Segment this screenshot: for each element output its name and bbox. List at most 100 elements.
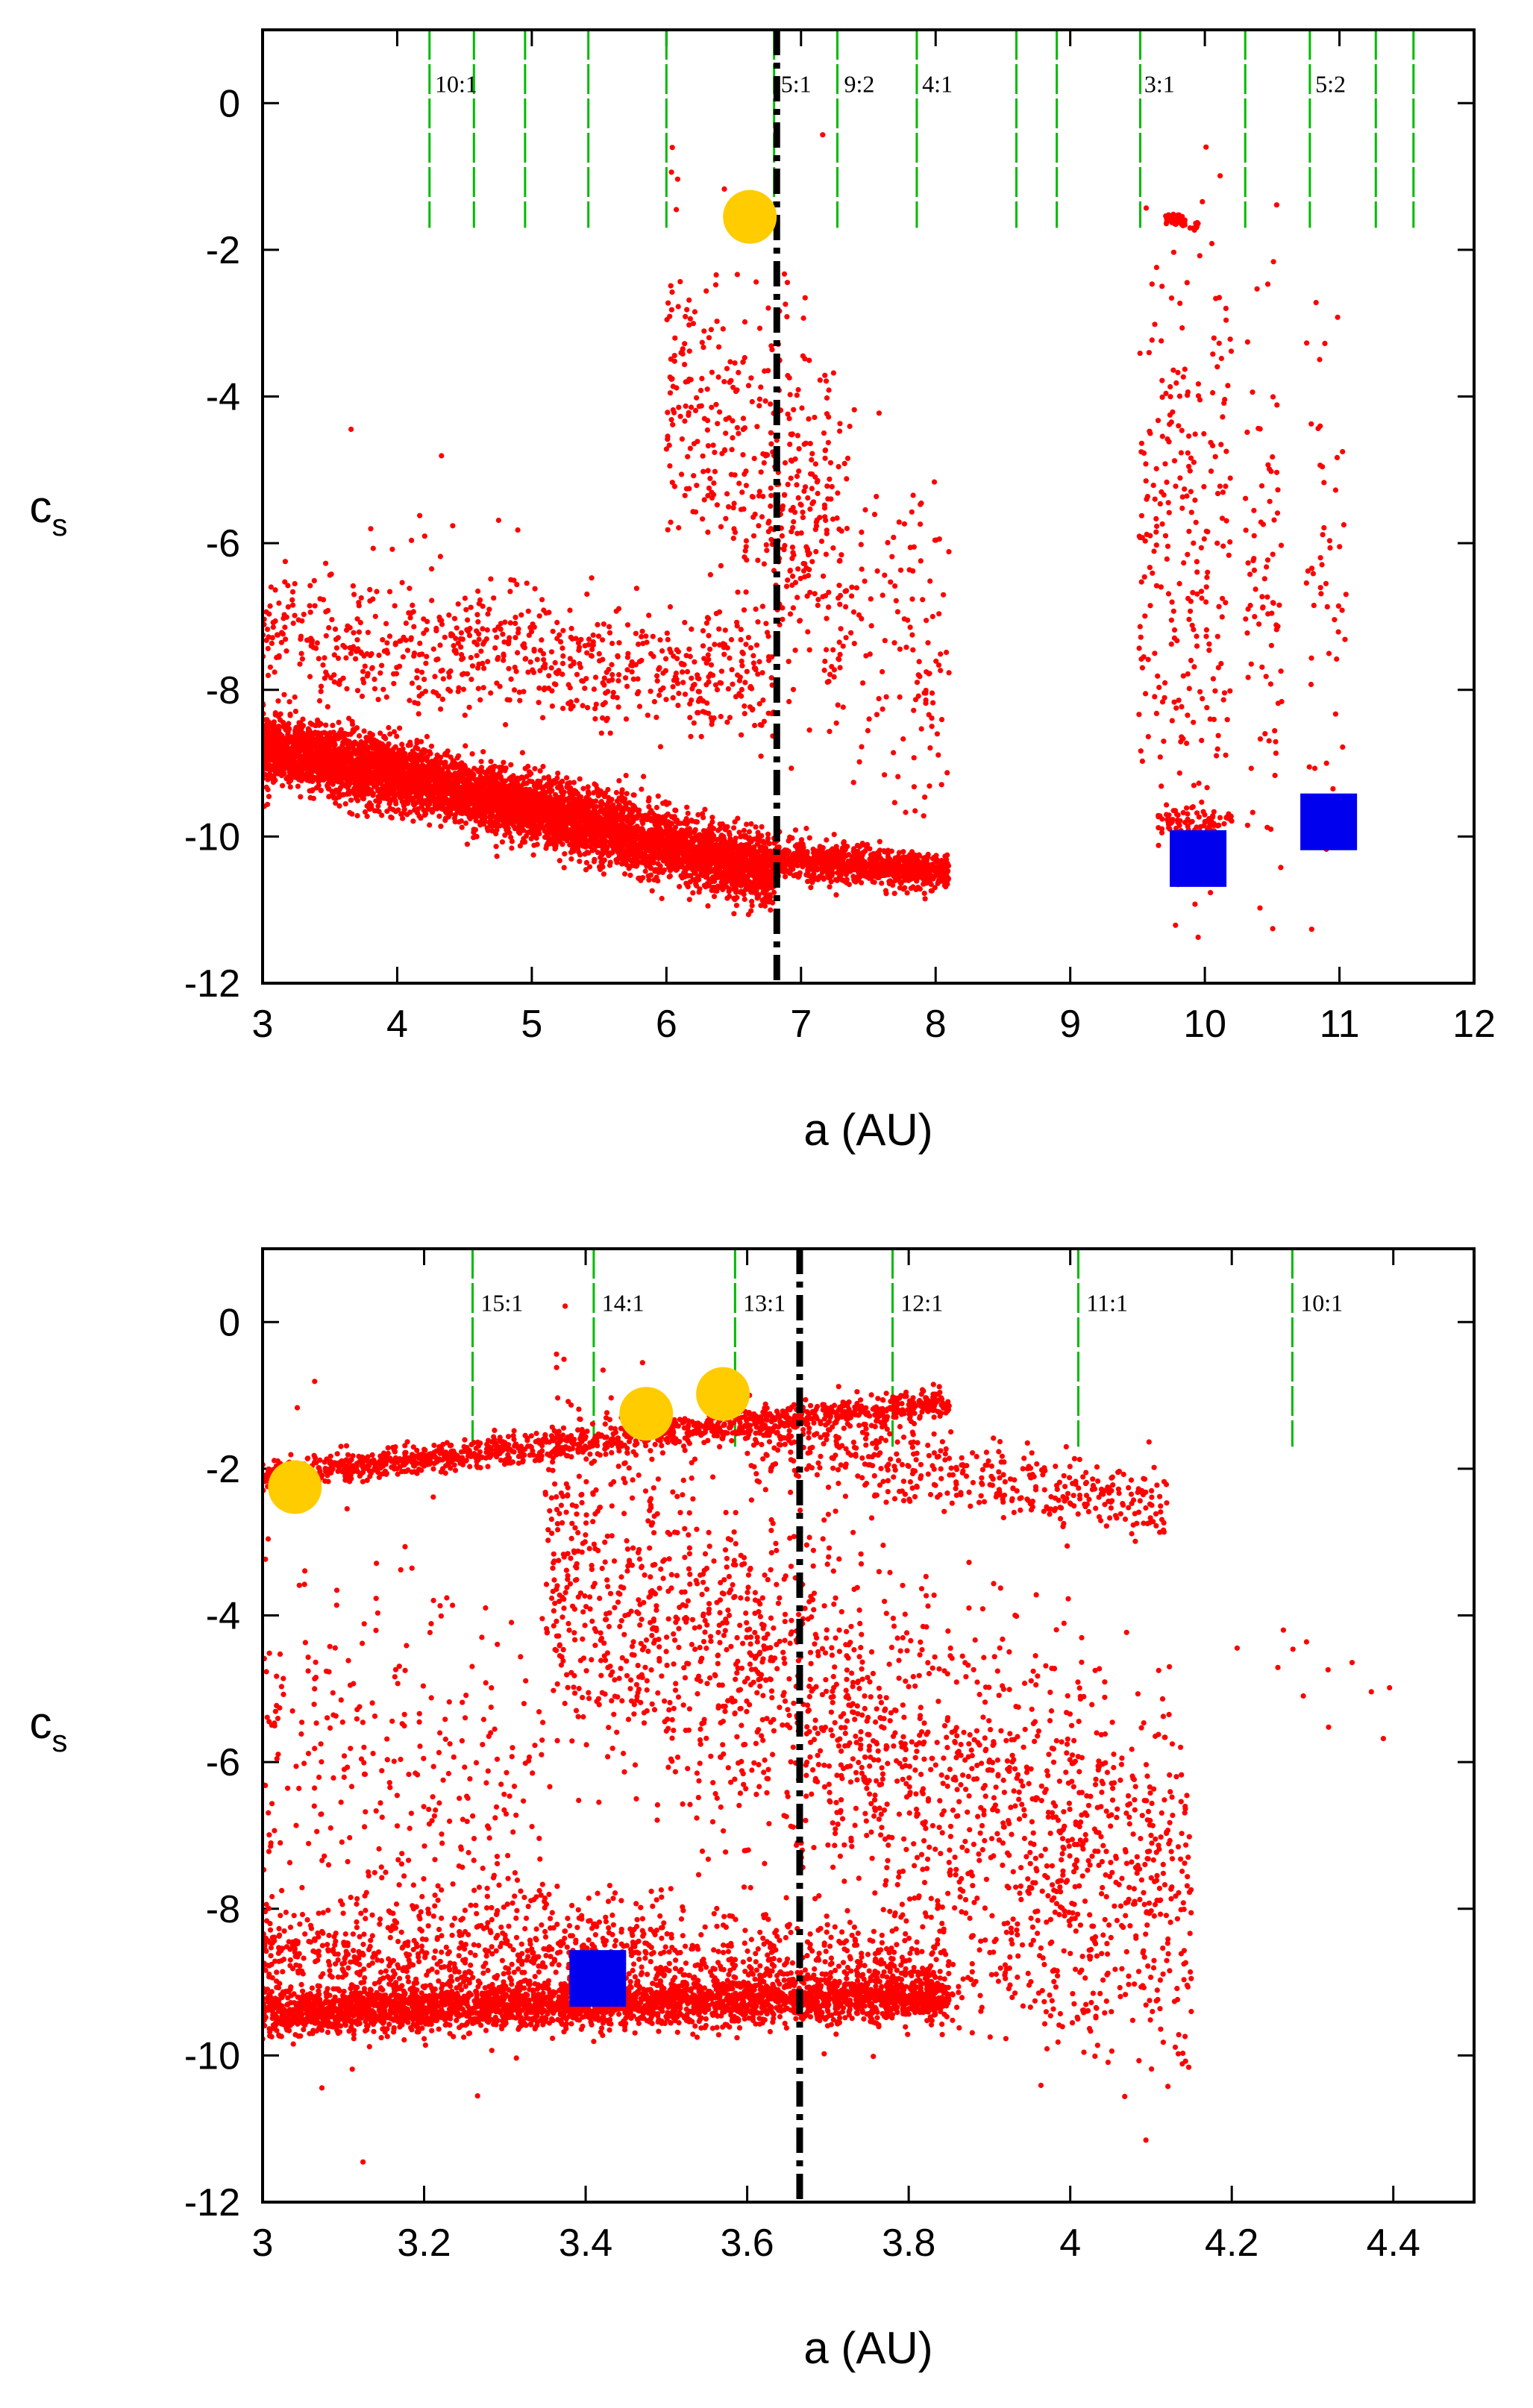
scatter-point xyxy=(342,801,348,807)
scatter-point xyxy=(641,774,647,780)
scatter-point xyxy=(601,871,607,877)
scatter-point xyxy=(423,811,429,817)
scatter-point xyxy=(363,789,369,795)
scatter-point xyxy=(624,791,630,797)
scatter-point xyxy=(749,898,755,904)
scatter-point xyxy=(292,709,298,715)
scatter-point xyxy=(386,800,392,807)
scatter-point xyxy=(577,859,583,865)
scatter-point xyxy=(700,828,707,834)
scatter-point xyxy=(442,759,448,765)
scatter-point xyxy=(328,763,334,769)
scatter-point xyxy=(344,778,350,784)
scatter-point xyxy=(366,805,372,811)
scatter-point xyxy=(371,737,377,743)
scatter-point xyxy=(351,791,357,797)
top-panel-scatter-points xyxy=(263,132,1349,940)
scatter-point xyxy=(577,776,583,782)
scatter-point xyxy=(336,803,342,809)
scatter-point xyxy=(639,786,645,792)
scatter-point xyxy=(736,830,742,835)
scatter-point xyxy=(530,852,536,858)
scatter-point xyxy=(295,761,301,768)
scatter-point xyxy=(362,753,368,759)
scatter-point xyxy=(583,867,589,873)
scatter-point xyxy=(427,822,433,828)
scatter-point xyxy=(280,765,286,771)
scatter-point xyxy=(561,865,567,871)
scatter-point xyxy=(623,773,629,779)
scatter-point xyxy=(375,803,381,809)
scatter-point xyxy=(346,750,352,757)
scatter-point xyxy=(700,811,706,817)
scatter-point xyxy=(266,753,272,759)
scatter-point xyxy=(742,896,747,903)
scatter-point xyxy=(614,798,620,804)
scatter-point xyxy=(363,743,369,749)
scatter-point xyxy=(383,745,389,752)
scatter-point xyxy=(271,719,277,725)
scatter-point xyxy=(488,759,494,765)
scatter-point xyxy=(659,895,665,902)
scatter-point xyxy=(564,775,570,781)
top-panel: 10:1 5:1 9:2 4:1 3:1 5:2 3 4 5 6 7 8 9 10 11 12 0-2-4-… xyxy=(30,28,1496,1155)
scatter-point xyxy=(289,771,295,777)
scatter-point xyxy=(287,711,293,718)
scatter-point xyxy=(375,746,381,752)
scatter-point xyxy=(348,797,354,803)
scatter-point xyxy=(568,856,574,862)
scatter-point xyxy=(606,862,613,868)
scatter-point xyxy=(493,844,499,850)
scatter-point xyxy=(314,768,321,774)
scatter-point xyxy=(361,728,367,734)
scatter-point xyxy=(354,797,361,803)
scatter-point xyxy=(519,750,526,756)
scatter-point xyxy=(265,786,271,793)
scatter-point xyxy=(499,839,506,845)
scatter-point xyxy=(409,789,415,795)
scatter-point xyxy=(509,845,515,851)
scatter-point xyxy=(369,756,375,762)
scatter-point xyxy=(271,731,278,738)
scatter-point xyxy=(544,842,550,848)
scatter-point xyxy=(428,743,435,749)
scatter-point xyxy=(342,730,348,736)
scatter-point xyxy=(383,796,390,802)
scatter-point xyxy=(336,765,342,771)
scatter-point xyxy=(615,850,621,856)
scatter-point xyxy=(325,781,331,787)
scatter-point xyxy=(765,839,771,845)
scatter-point xyxy=(279,751,285,757)
scatter-point xyxy=(384,759,390,765)
scatter-point xyxy=(263,758,269,764)
scatter-point xyxy=(768,907,774,913)
scatter-point xyxy=(356,785,362,791)
scatter-point xyxy=(463,810,469,817)
scatter-point xyxy=(746,829,753,835)
scatter-point xyxy=(646,795,652,801)
scatter-point xyxy=(576,849,582,856)
scatter-point xyxy=(565,797,571,803)
scatter-point xyxy=(330,770,336,776)
scatter-point xyxy=(731,911,737,917)
scatter-point xyxy=(333,775,339,781)
scatter-point xyxy=(469,751,475,757)
scatter-point xyxy=(287,784,293,790)
scatter-point xyxy=(323,762,329,768)
scatter-point xyxy=(365,748,371,754)
scatter-point xyxy=(318,788,324,794)
scatter-point xyxy=(293,774,299,780)
scatter-point xyxy=(264,717,270,723)
scatter-point xyxy=(386,779,392,786)
scatter-point xyxy=(286,699,292,705)
scatter-point xyxy=(388,814,394,820)
scatter-point xyxy=(684,804,690,810)
scatter-point xyxy=(390,762,396,768)
scatter-point xyxy=(705,903,711,909)
scatter-point xyxy=(427,750,433,756)
scatter-point xyxy=(438,824,444,830)
scatter-point xyxy=(387,754,393,760)
scatter-point xyxy=(377,730,383,736)
scatter-point xyxy=(265,801,271,807)
